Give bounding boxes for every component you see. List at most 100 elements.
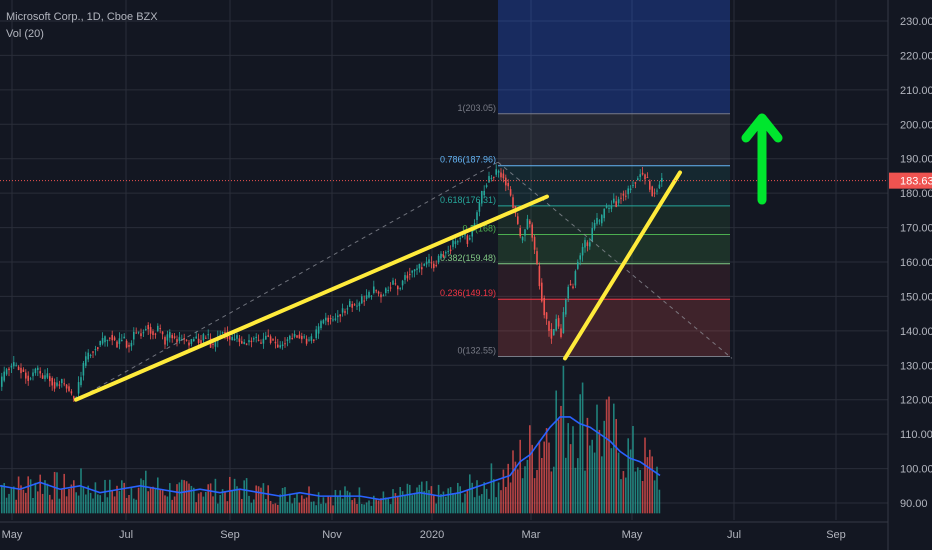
candle-body	[433, 263, 435, 269]
volume-bar	[70, 484, 73, 514]
volume-bar	[238, 489, 241, 514]
legend-symbol-title[interactable]: Microsoft Corp., 1D, Cboe BZX	[6, 11, 158, 23]
candle-body	[497, 170, 500, 173]
candle-body	[116, 341, 118, 348]
y-tick-label: 110.00	[900, 429, 932, 441]
candle-body	[97, 347, 99, 350]
candle-body	[293, 333, 296, 337]
volume-bar	[313, 501, 315, 514]
candle-body	[39, 371, 41, 374]
volume-bar	[596, 404, 598, 514]
x-tick-label: Sep	[220, 529, 240, 541]
volume-bar	[397, 495, 399, 514]
volume-bar	[284, 487, 286, 514]
volume-bar	[51, 499, 53, 514]
candle-body	[421, 267, 423, 270]
volume-bar	[41, 493, 44, 514]
x-tick-label: May	[2, 529, 23, 541]
volume-bar	[101, 501, 104, 514]
candle-body	[15, 365, 17, 367]
candle-body	[325, 317, 327, 321]
volume-bar	[363, 504, 365, 514]
fib-level-label: 0.236(149.19)	[440, 288, 496, 298]
volume-bar	[147, 491, 149, 514]
candle-body	[121, 339, 123, 342]
volume-bar	[351, 500, 353, 514]
volume-bar	[560, 405, 562, 514]
y-tick-label: 140.00	[900, 326, 932, 338]
volume-bar	[653, 480, 656, 514]
volume-bar	[195, 502, 197, 514]
candle-body	[197, 338, 200, 343]
candle-body	[118, 338, 121, 344]
candle-body	[377, 291, 380, 294]
candle-body	[68, 386, 70, 391]
volume-bar	[125, 497, 128, 514]
candle-body	[176, 339, 178, 343]
volume-bar	[241, 498, 243, 514]
candle-body	[334, 318, 337, 320]
legend-volume-label[interactable]: Vol (20)	[6, 28, 44, 40]
candle-body	[519, 227, 521, 237]
volume-bar	[529, 425, 531, 514]
volume-bar	[166, 496, 169, 514]
candle-body	[380, 294, 382, 298]
candle-body	[183, 338, 185, 340]
volume-bar	[296, 492, 298, 514]
volume-bar	[457, 482, 459, 514]
volume-bar	[574, 467, 577, 514]
candle-body	[608, 207, 610, 209]
candle-body	[459, 238, 461, 240]
volume-bar	[423, 491, 425, 514]
candle-body	[375, 290, 377, 292]
candle-body	[562, 312, 565, 334]
volume-bar	[466, 490, 469, 514]
candle-body	[557, 318, 560, 327]
candle-body	[70, 391, 73, 394]
volume-bar	[137, 487, 140, 514]
candle-body	[524, 229, 526, 236]
volume-bar	[233, 478, 236, 514]
candle-body	[356, 305, 358, 307]
dashed-guide-line	[497, 161, 733, 359]
candle-body	[454, 241, 457, 245]
candle-body	[478, 202, 481, 212]
volume-bar	[257, 486, 260, 514]
volume-bar	[267, 485, 269, 514]
volume-bar	[368, 500, 370, 514]
candle-body	[262, 338, 265, 344]
candle-body	[517, 216, 519, 224]
candle-body	[51, 378, 53, 386]
candle-body	[291, 338, 293, 340]
volume-bar	[651, 456, 653, 514]
candle-body	[586, 242, 589, 246]
volume-bar	[56, 472, 58, 514]
volume-bar	[454, 493, 457, 514]
candle-body	[305, 338, 308, 344]
y-tick-label: 90.00	[900, 498, 928, 510]
volume-bar	[589, 445, 591, 514]
candle-body	[596, 217, 598, 224]
candle-body	[430, 262, 433, 264]
volume-bar	[171, 499, 173, 514]
candle-body	[632, 184, 634, 186]
volume-bar	[514, 461, 517, 514]
volume-bar	[586, 417, 589, 514]
y-tick-label: 210.00	[900, 85, 932, 97]
candle-body	[286, 339, 289, 341]
candle-body	[320, 321, 322, 329]
volume-bar	[109, 479, 111, 514]
candle-body	[255, 336, 257, 339]
fib-extension-zone	[498, 0, 730, 114]
volume-bar	[440, 494, 442, 514]
volume-bar	[269, 500, 272, 514]
candle-body	[25, 372, 27, 379]
volume-bar	[435, 503, 437, 514]
candle-body	[20, 367, 22, 374]
candle-body	[310, 336, 313, 341]
candle-body	[404, 275, 406, 280]
volume-bar	[526, 459, 529, 514]
volume-bar	[236, 486, 238, 514]
